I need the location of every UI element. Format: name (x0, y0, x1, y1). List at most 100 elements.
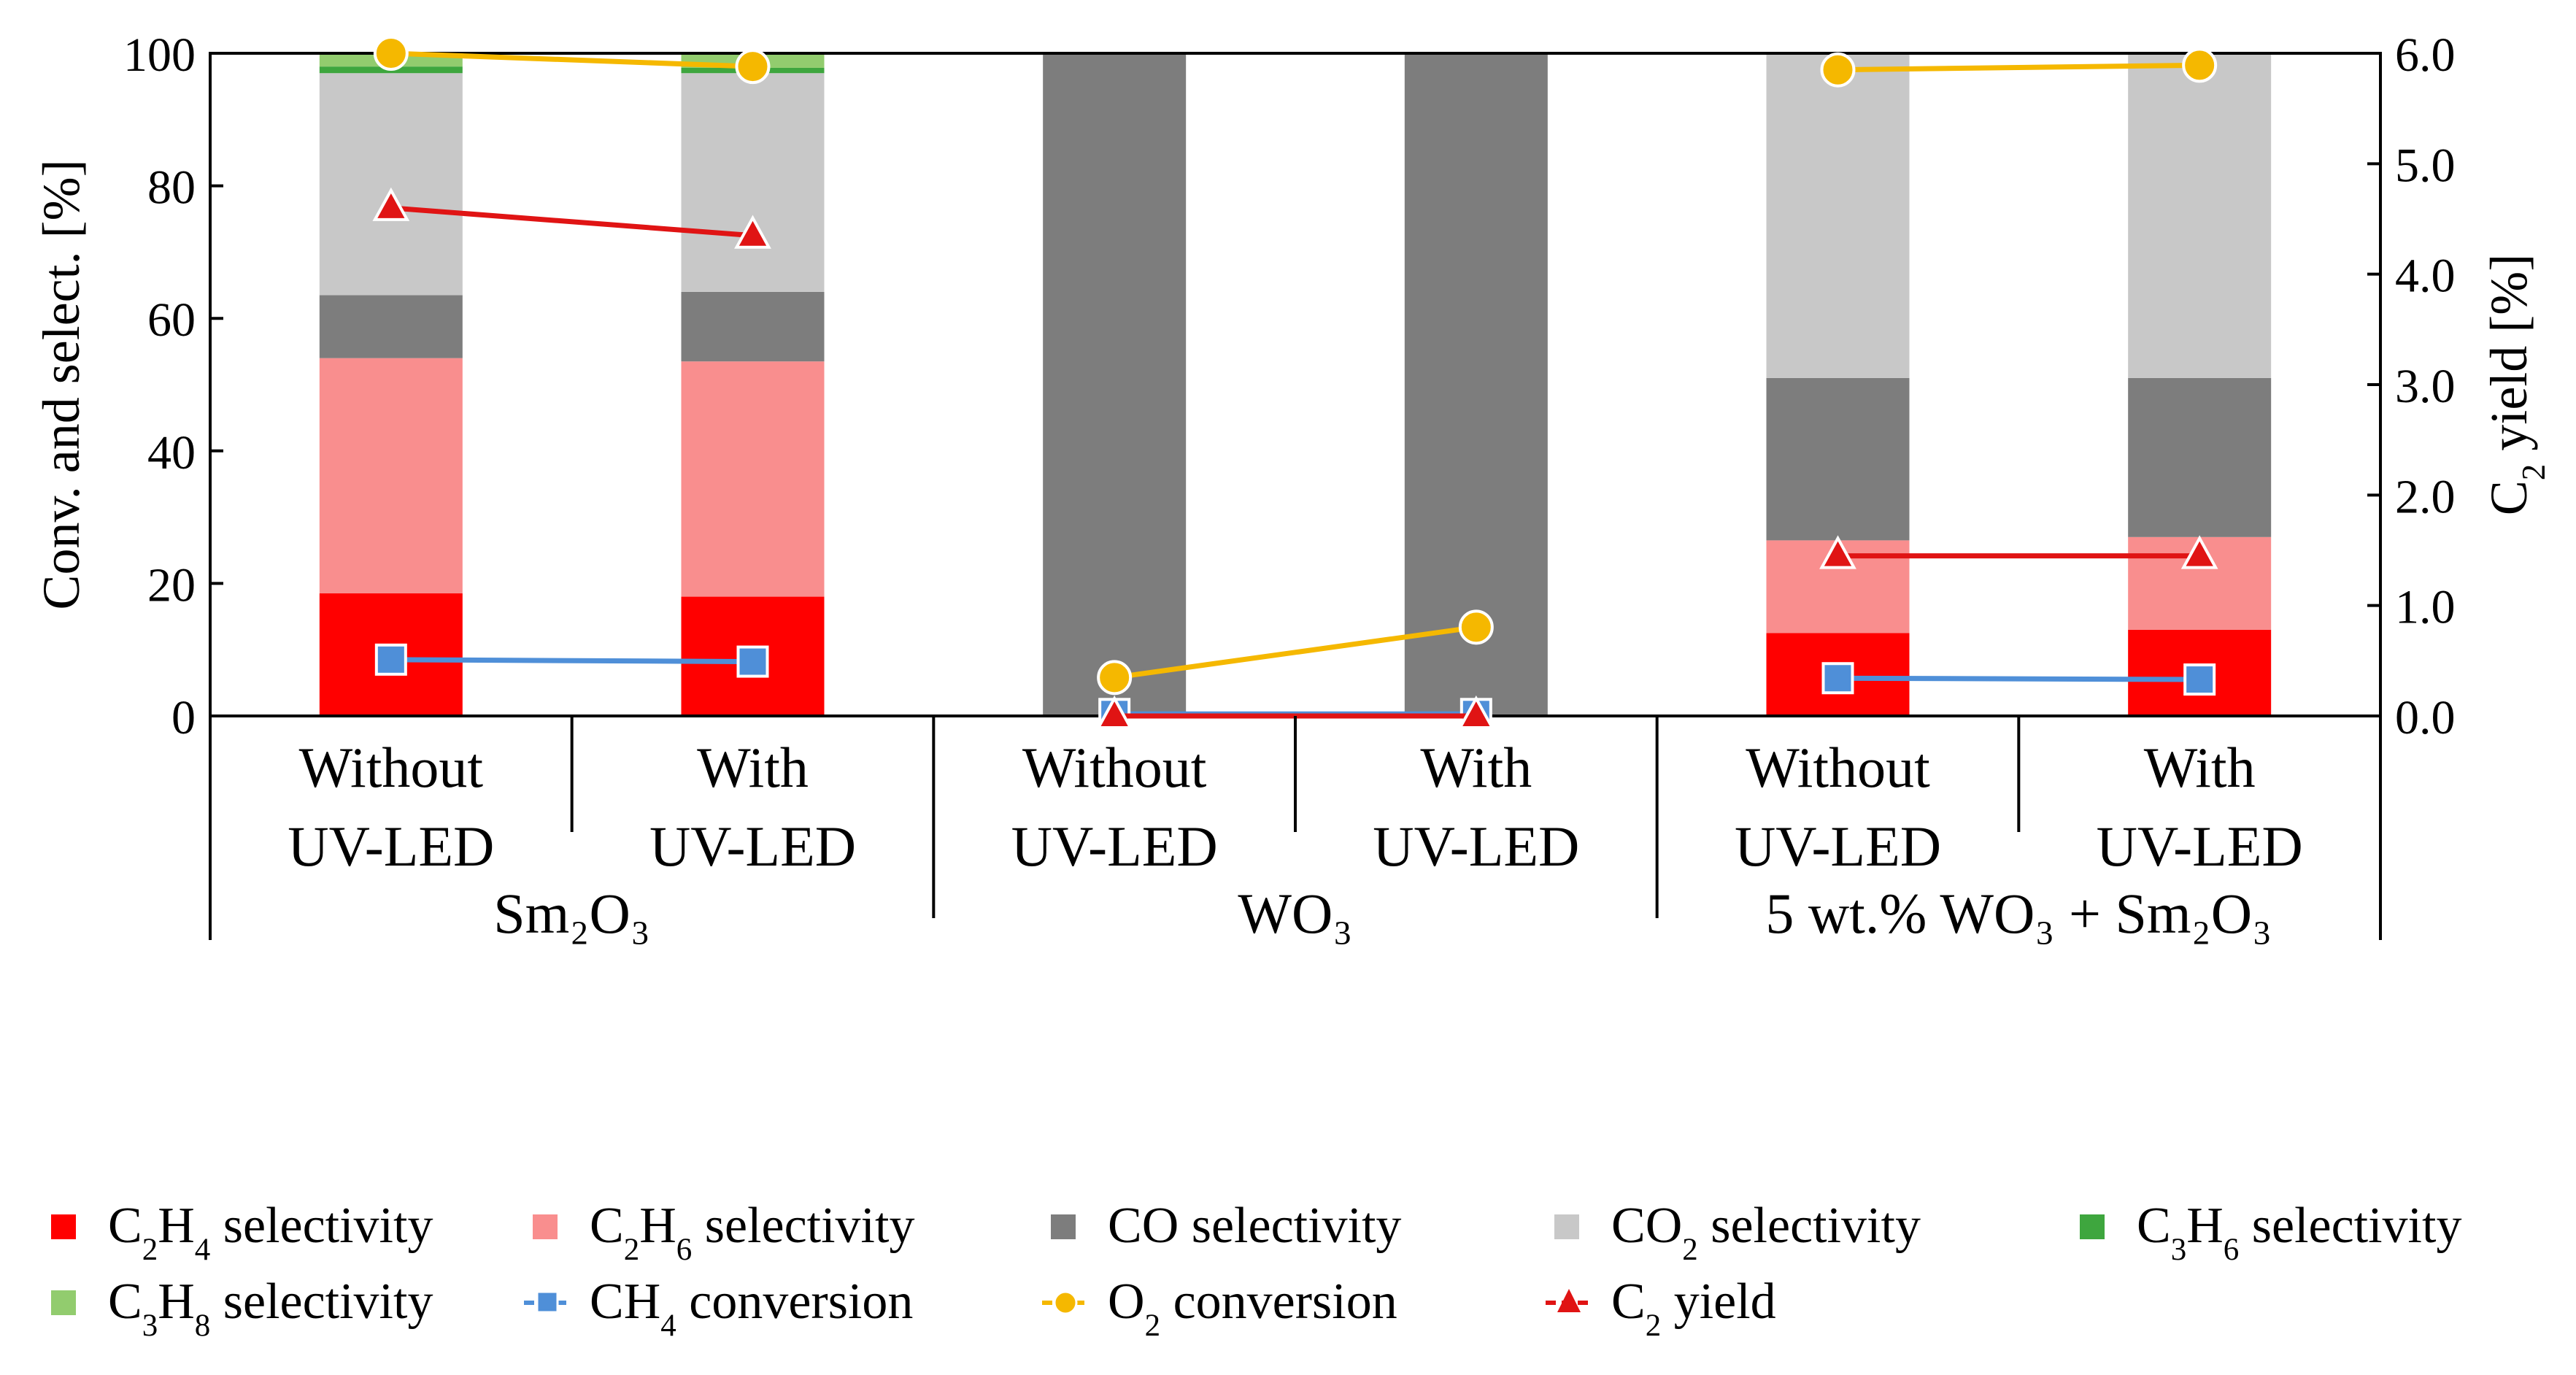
text-part: CH (590, 1274, 660, 1330)
marker-ch4-conversion (374, 643, 407, 676)
marker-o2-conversion (735, 49, 771, 85)
legend-swatch (2080, 1214, 2105, 1239)
line-c2-yield (390, 205, 753, 239)
x-category-label-line1: Without (299, 736, 484, 799)
text-part: H (639, 1198, 676, 1254)
bar-layer (319, 53, 2272, 716)
y-tick-label: 20 (147, 558, 196, 612)
y2-tick-label: 2.0 (2395, 470, 2456, 523)
x-category-label-line2: UV-LED (649, 814, 856, 878)
marker-ch4-conversion (736, 645, 769, 678)
marker-ch4-conversion (1821, 662, 1854, 695)
legend-marker (1053, 1290, 1078, 1315)
y2-tick-label: 3.0 (2395, 360, 2456, 413)
marker-c2-yield (1095, 695, 1133, 729)
legend-marker (536, 1290, 559, 1314)
legend-label: C3H6 selectivity (2137, 1198, 2461, 1267)
marker-o2-conversion (1458, 609, 1494, 645)
legend-swatch (1554, 1214, 1579, 1239)
y2-tick-label: 1.0 (2395, 581, 2456, 634)
legend-swatch (51, 1214, 76, 1239)
text-part: C (2137, 1198, 2171, 1254)
text-part: yield [%] (2480, 254, 2538, 464)
x-group-label: WO₃ (1238, 882, 1352, 945)
legend-item-c3h6-selectivity: C3H6 selectivity (2080, 1198, 2461, 1267)
x-category-label-line1: With (2144, 736, 2256, 799)
line-ch4-conversion (1837, 675, 2200, 682)
x-category-label-line2: UV-LED (1735, 814, 1941, 878)
bar-co2-selectivity-1 (681, 73, 825, 292)
bar-co-selectivity-2 (1043, 53, 1187, 716)
x-group-label: Sm₂O₃ (493, 882, 650, 945)
text-part: selectivity (210, 1274, 433, 1330)
bar-c2h6-selectivity-1 (681, 361, 825, 597)
text-part: CO (1611, 1198, 1682, 1254)
line-ch4-conversion (390, 657, 753, 665)
x-category-label-line2: UV-LED (288, 814, 494, 878)
subscript: 4 (195, 1233, 211, 1267)
text-part: C (590, 1198, 624, 1254)
y2-tick-label: 0.0 (2395, 691, 2456, 744)
legend-item-c2h4-selectivity: C2H4 selectivity (51, 1198, 433, 1267)
text-part: conversion (676, 1274, 914, 1330)
marker-o2-conversion (373, 36, 409, 71)
x-category-label-line2: UV-LED (1373, 814, 1579, 878)
legend-swatch (1051, 1214, 1076, 1239)
marker-c2-yield (372, 187, 410, 221)
text-part: conversion (1160, 1274, 1397, 1330)
x-axis-categories: Without UV-LED With UV-LED Without UV-LED With… (209, 716, 2382, 945)
legend-label: CO2 selectivity (1611, 1198, 1921, 1267)
y-tick-label: 0 (171, 691, 196, 744)
text-part: H (2186, 1198, 2224, 1254)
text-part: C (2480, 480, 2538, 515)
y2-axis-title: C2 yield [%] (2480, 254, 2552, 515)
bar-co-selectivity-5 (2128, 377, 2272, 537)
bar-co2-selectivity-5 (2128, 53, 2272, 378)
legend-marker (1557, 1289, 1581, 1312)
bar-co-selectivity-4 (1766, 377, 1910, 541)
subscript: 2 (1682, 1233, 1698, 1267)
subscript: 2 (1145, 1309, 1161, 1343)
marker-c2-yield (2180, 535, 2218, 569)
legend-label: C2 yield (1611, 1274, 1776, 1343)
y2-tick-label: 6.0 (2395, 28, 2456, 82)
subscript: 2 (1646, 1309, 1662, 1343)
x-category-label-line1: With (697, 736, 809, 799)
marker-c2-yield (1819, 535, 1856, 569)
x-group-label: 5 wt.% WO₃ + Sm₂O₃ (1765, 882, 2272, 945)
marker-o2-conversion (1820, 52, 1856, 88)
text-part: selectivity (210, 1198, 433, 1254)
legend-label: O2 conversion (1108, 1274, 1397, 1343)
text-part: C (108, 1198, 142, 1254)
legend-label: CO selectivity (1108, 1198, 1401, 1254)
legend-item-c3h8-selectivity: C3H8 selectivity (51, 1274, 433, 1343)
y-axis-title: Conv. and select. [%] (32, 159, 90, 609)
x-category-label-line1: With (1420, 736, 1532, 799)
bar-c2h6-selectivity-0 (319, 358, 463, 594)
text-part: C (108, 1274, 142, 1330)
subscript: 6 (676, 1233, 693, 1267)
marker-o2-conversion (2182, 47, 2218, 83)
text-part: CO selectivity (1108, 1198, 1401, 1254)
y2-tick-label: 5.0 (2395, 139, 2456, 192)
text-part: selectivity (692, 1198, 914, 1254)
text-part: H (158, 1198, 195, 1254)
legend-swatch (51, 1290, 76, 1315)
text-part: H (158, 1274, 195, 1330)
legend-label: C2H6 selectivity (590, 1198, 914, 1267)
marker-ch4-conversion (2183, 663, 2216, 696)
bar-co2-selectivity-0 (319, 73, 463, 296)
bar-co-selectivity-1 (681, 291, 825, 362)
subscript: 2 (142, 1233, 158, 1267)
text-part: yield (1661, 1274, 1775, 1330)
subscript: 4 (660, 1309, 676, 1343)
line-o2-conversion (1837, 62, 2200, 73)
subscript: 2 (2515, 464, 2552, 481)
y-tick-label: 60 (147, 293, 196, 347)
line-o2-conversion (1114, 624, 1477, 680)
x-category-label-line2: UV-LED (2097, 814, 2303, 878)
subscript: 3 (142, 1309, 158, 1343)
y2-tick-label: 4.0 (2395, 250, 2456, 303)
bar-co2-selectivity-4 (1766, 53, 1910, 378)
